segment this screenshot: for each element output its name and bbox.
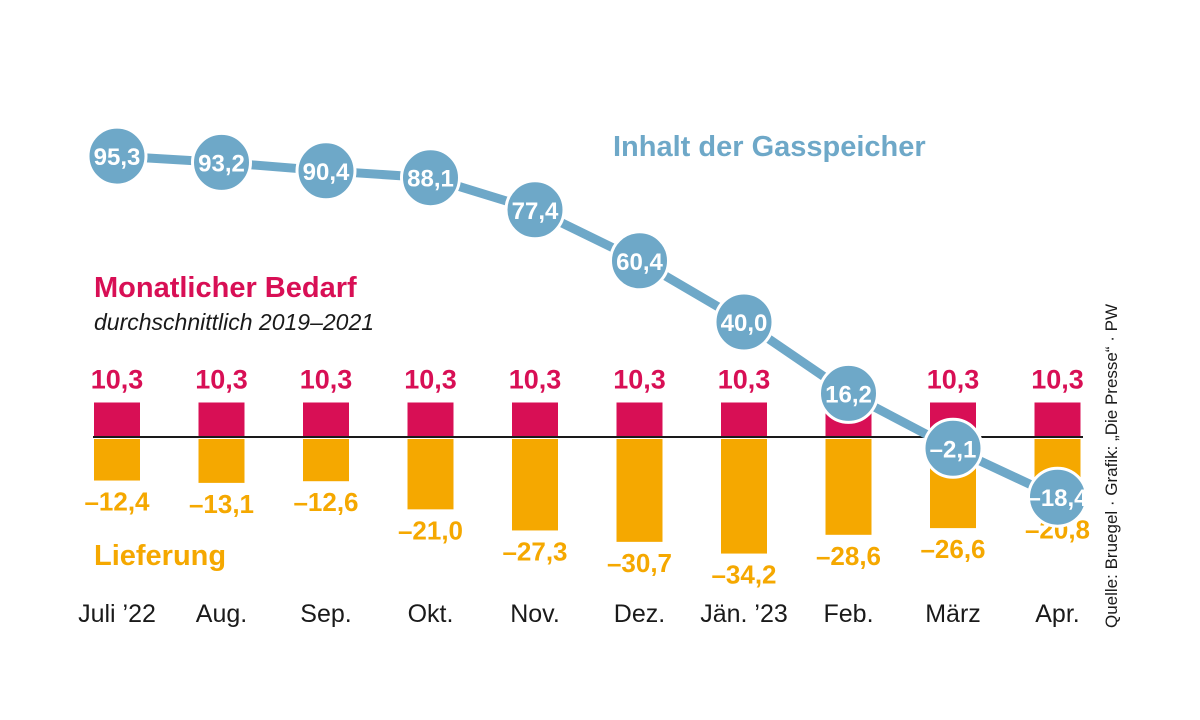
storage-point-9 (1027, 466, 1088, 528)
bedarf-bar-5 (616, 402, 663, 437)
bedarf-value-label-8: 10,3 (927, 364, 980, 394)
bedarf-bar-4 (512, 402, 558, 437)
bedarf-value-label-4: 10,3 (509, 364, 562, 394)
storage-value-label-5: 60,4 (616, 249, 663, 276)
lieferung-bar-6 (721, 439, 767, 554)
bedarf-bar-9 (1034, 402, 1081, 437)
storage-value-label-4: 77,4 (512, 198, 559, 225)
storage-value-label-1: 93,2 (198, 150, 245, 177)
bar-labels-layer: 10,3 –12,4 10,3 –13,1 10,3 –12,6 10,3 –21,0 10,3… (84, 364, 1090, 589)
storage-point-7 (818, 362, 879, 424)
month-label-0: Juli ’22 (78, 600, 156, 628)
storage-value-label-3: 88,1 (407, 166, 454, 193)
lieferung-bar-3 (407, 439, 454, 510)
bedarf-bar-6 (721, 402, 767, 437)
month-label-8: März (925, 600, 981, 628)
bedarf-bar-2 (303, 402, 349, 437)
month-label-2: Sep. (300, 600, 351, 628)
month-label-9: Apr. (1035, 600, 1079, 628)
bedarf-bar-3 (407, 402, 454, 437)
storage-line-layer: 95,3 93,2 90,4 88,1 77,4 60,4 40,0 16,2 –2,1 –18,… (86, 125, 1088, 528)
lieferung-value-label-6: –34,2 (711, 560, 776, 590)
bedarf-value-label-3: 10,3 (404, 364, 457, 394)
storage-point-1 (191, 131, 252, 193)
storage-value-label-0: 95,3 (94, 144, 141, 171)
lieferung-bar-4 (512, 439, 558, 531)
source-credit: Quelle: Bruegel · Grafik: „Die Presse“ ·… (1102, 304, 1121, 628)
storage-point-3 (400, 147, 461, 209)
month-label-7: Feb. (823, 600, 873, 628)
storage-value-label-6: 40,0 (721, 310, 768, 337)
bedarf-value-label-2: 10,3 (300, 364, 353, 394)
lieferung-bar-2 (303, 439, 349, 482)
bedarf-value-label-1: 10,3 (195, 364, 248, 394)
lieferung-bar-1 (198, 439, 245, 483)
bedarf-series-sublabel: durchschnittlich 2019–2021 (94, 309, 374, 335)
bedarf-value-label-9: 10,3 (1031, 364, 1084, 394)
storage-value-label-7: 16,2 (825, 381, 872, 408)
storage-value-label-9: –18,4 (1027, 485, 1088, 512)
storage-point-8 (922, 417, 984, 479)
lieferung-value-label-0: –12,4 (84, 487, 150, 517)
storage-point-6 (713, 291, 775, 353)
storage-point-2 (295, 140, 357, 202)
storage-value-label-2: 90,4 (303, 159, 350, 186)
bedarf-value-label-6: 10,3 (718, 364, 771, 394)
month-label-5: Dez. (614, 600, 665, 628)
storage-point-0 (86, 125, 148, 187)
bedarf-bar-0 (94, 402, 140, 437)
bedarf-value-label-0: 10,3 (91, 364, 144, 394)
month-label-3: Okt. (408, 600, 454, 628)
lieferung-value-label-5: –30,7 (607, 548, 672, 578)
lieferung-value-label-7: –28,6 (816, 541, 881, 571)
storage-line (116, 151, 1060, 502)
month-label-4: Nov. (510, 600, 560, 628)
bars-layer (94, 402, 1081, 554)
month-label-1: Aug. (196, 600, 247, 628)
lieferung-value-label-4: –27,3 (502, 536, 567, 566)
lieferung-bar-5 (616, 439, 663, 542)
storage-series-label: Inhalt der Gasspeicher (613, 131, 926, 163)
lieferung-bar-0 (94, 439, 140, 481)
storage-point-5 (609, 230, 670, 292)
lieferung-value-label-3: –21,0 (398, 515, 463, 545)
month-labels-layer: Juli ’22 Aug. Sep. Okt. Nov. Dez. Jän. ’23 Feb.… (78, 600, 1080, 628)
lieferung-value-label-1: –13,1 (189, 489, 254, 519)
lieferung-series-label: Lieferung (94, 540, 226, 572)
storage-point-4 (504, 179, 566, 241)
bedarf-bar-1 (198, 402, 245, 437)
lieferung-value-label-2: –12,6 (293, 487, 358, 517)
lieferung-bar-7 (825, 439, 872, 535)
storage-value-label-8: –2,1 (930, 436, 977, 463)
bedarf-series-label: Monatlicher Bedarf (94, 272, 357, 304)
month-label-6: Jän. ’23 (700, 600, 788, 628)
lieferung-value-label-8: –26,6 (920, 534, 985, 564)
bedarf-value-label-5: 10,3 (613, 364, 666, 394)
